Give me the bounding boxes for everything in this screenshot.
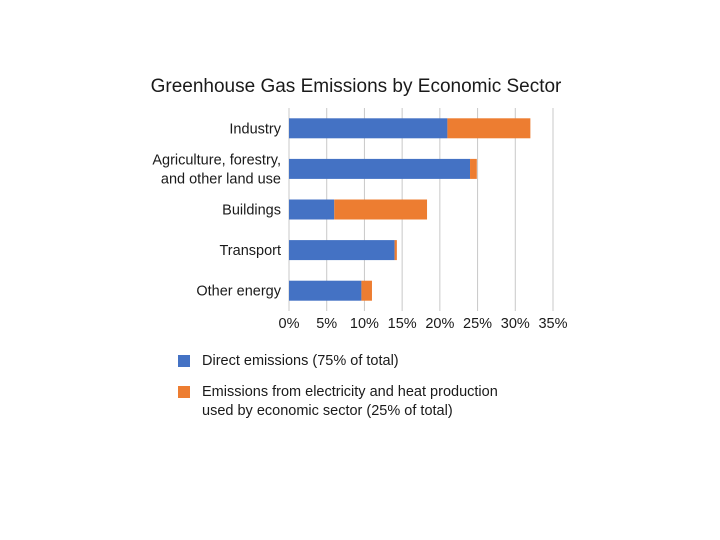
x-tick-label: 30% xyxy=(501,316,530,332)
category-label: Agriculture, forestry, xyxy=(152,152,281,168)
x-tick-label: 0% xyxy=(279,316,300,332)
legend-label-electricity-line2: used by economic sector (25% of total) xyxy=(202,403,453,419)
category-label: Transport xyxy=(219,243,281,259)
x-tick-label: 5% xyxy=(316,316,337,332)
category-label: Industry xyxy=(229,121,281,137)
bar-segment xyxy=(394,240,397,261)
bar-segment xyxy=(289,280,362,301)
legend-item-electricity: Emissions from electricity and heat prod… xyxy=(178,383,578,421)
x-tick-label: 25% xyxy=(463,316,492,332)
x-tick-label: 35% xyxy=(538,316,567,332)
x-tick-label: 10% xyxy=(350,316,379,332)
category-label: Other energy xyxy=(196,284,281,300)
legend-item-direct: Direct emissions (75% of total) xyxy=(178,352,578,371)
legend-swatch-direct xyxy=(178,355,190,367)
category-label: and other land use xyxy=(161,171,281,187)
legend-label-direct: Direct emissions (75% of total) xyxy=(202,353,399,369)
bar-segment xyxy=(289,240,395,261)
bar-segment xyxy=(361,280,372,301)
legend-label-electricity-line1: Emissions from electricity and heat prod… xyxy=(202,384,498,400)
bar-segment xyxy=(334,199,428,220)
bar-segment xyxy=(289,158,471,179)
bar-segment xyxy=(470,158,477,179)
bar-segment xyxy=(289,199,335,220)
x-tick-label: 20% xyxy=(425,316,454,332)
bar-segment xyxy=(447,118,531,139)
x-tick-label: 15% xyxy=(388,316,417,332)
bar-segment xyxy=(289,118,448,139)
chart-title: Greenhouse Gas Emissions by Economic Sec… xyxy=(150,76,562,97)
legend-swatch-electricity xyxy=(178,386,190,398)
chart-legend: Direct emissions (75% of total) Emission… xyxy=(178,352,578,433)
category-label: Buildings xyxy=(222,203,281,219)
